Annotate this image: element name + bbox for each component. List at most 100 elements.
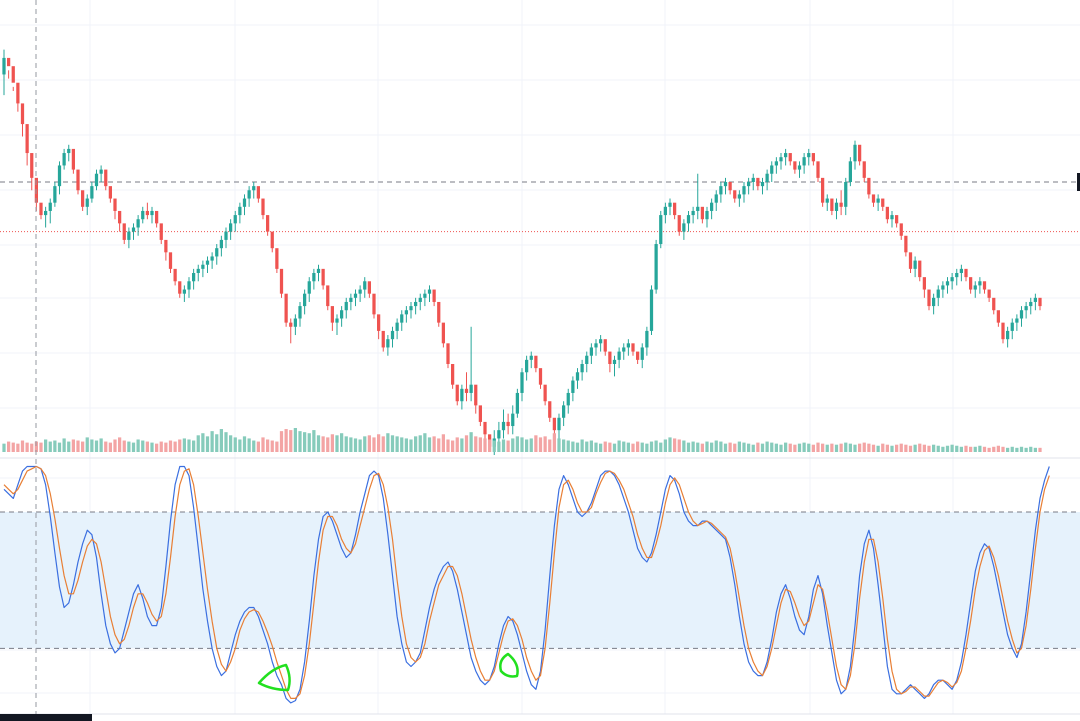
candle-body — [1015, 318, 1019, 323]
candle-body — [890, 215, 894, 220]
candle-body — [159, 223, 163, 240]
volume-bar — [340, 433, 344, 452]
volume-bar — [760, 443, 765, 452]
volume-bar — [451, 440, 455, 452]
volume-bar — [797, 443, 802, 452]
candle-body — [289, 322, 293, 327]
candle-body — [76, 169, 80, 191]
candle-body — [62, 153, 66, 166]
volume-bar — [552, 433, 556, 452]
candle-body — [353, 293, 358, 298]
candle-body — [497, 430, 501, 439]
candle-body — [506, 421, 510, 427]
volume-bar — [182, 438, 186, 452]
candle-body — [871, 194, 876, 203]
volume-bar — [289, 430, 293, 452]
candle-body — [821, 177, 825, 203]
candle-body — [978, 281, 982, 286]
volume-bar — [196, 435, 200, 452]
candle-body — [478, 405, 482, 422]
volume-bar — [751, 444, 755, 452]
volume-bar — [862, 442, 866, 452]
volume-bar — [557, 438, 561, 452]
candle-body — [797, 165, 802, 170]
candle-body — [515, 392, 519, 414]
candle-body — [562, 405, 566, 418]
volume-bar — [682, 440, 686, 452]
volume-bar — [913, 444, 917, 452]
oscillator-pane[interactable] — [0, 465, 1080, 704]
candle-body — [108, 186, 112, 199]
candle-body — [90, 186, 94, 199]
volume-bar — [159, 441, 163, 452]
volume-bar — [316, 435, 321, 452]
candle-body — [437, 301, 441, 323]
candle-body — [81, 190, 85, 207]
candle-body — [941, 285, 945, 290]
volume-bar — [858, 443, 862, 452]
candle-body — [427, 289, 432, 294]
candle-body — [57, 165, 62, 187]
candle-body — [557, 417, 561, 431]
candle-body — [122, 223, 126, 240]
volume-bar — [409, 439, 413, 452]
candle-body — [589, 347, 593, 356]
volume-bar — [20, 440, 25, 452]
volume-bar — [515, 436, 519, 452]
volume-bar — [372, 437, 376, 452]
volume-bar — [589, 440, 593, 452]
volume-bar — [275, 441, 279, 452]
volume-bar — [136, 439, 140, 452]
bottom-panel-tab[interactable] — [0, 714, 92, 721]
candle-body — [640, 347, 644, 360]
volume-bar — [645, 443, 649, 452]
price-pane[interactable] — [0, 49, 1080, 455]
volume-bar — [899, 443, 903, 452]
candle-body — [270, 231, 274, 249]
candle-body — [229, 223, 233, 232]
volume-bar — [178, 439, 182, 452]
volume-bar — [1029, 446, 1033, 452]
volume-bar — [252, 440, 256, 452]
candle-body — [548, 401, 552, 418]
candle-body — [293, 318, 297, 327]
candle-body — [215, 248, 219, 257]
volume-bar — [1033, 447, 1037, 452]
candle-body — [1024, 306, 1028, 311]
volume-bar — [890, 445, 894, 452]
candle-body — [483, 421, 487, 435]
candle-body — [210, 256, 214, 261]
candle-body — [104, 169, 108, 187]
candle-body — [603, 339, 607, 352]
candle-body — [908, 252, 913, 269]
volume-bar — [543, 436, 547, 452]
candle-body — [395, 322, 399, 331]
volume-bar — [571, 441, 575, 452]
candle-body — [663, 206, 667, 216]
candle-body — [441, 322, 445, 344]
candle-body — [955, 273, 959, 278]
volume-bar — [53, 440, 57, 452]
candle-body — [705, 210, 709, 220]
volume-bar — [876, 445, 880, 452]
volume-bar — [261, 437, 265, 452]
candle-body — [580, 364, 584, 373]
volume-bar — [626, 442, 630, 452]
volume-bar — [127, 441, 131, 452]
volume-bar — [793, 444, 797, 452]
candle-body — [737, 194, 741, 199]
volume-bar — [802, 442, 806, 452]
volume-bar — [367, 435, 371, 452]
candle-body — [242, 198, 247, 207]
volume-bar — [492, 440, 496, 452]
candle-body — [659, 215, 663, 245]
volume-bar — [973, 446, 977, 452]
candle-body — [867, 177, 871, 195]
volume-bar — [821, 443, 825, 452]
volume-bar — [728, 442, 732, 452]
candle-body — [367, 281, 371, 294]
volume-bar — [1006, 447, 1010, 452]
volume-bar — [719, 441, 723, 452]
volume-bar — [34, 441, 38, 452]
